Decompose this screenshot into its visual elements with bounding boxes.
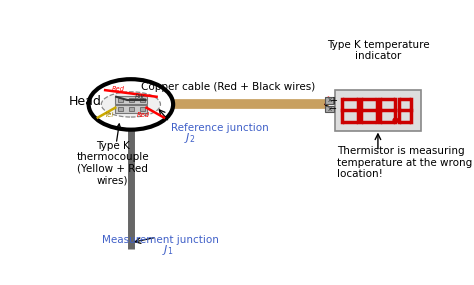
Text: Red: Red [111, 86, 125, 92]
Bar [118, 98, 123, 102]
Text: Yel: Yel [104, 112, 113, 118]
Text: Head: Head [68, 95, 101, 108]
Text: Red: Red [137, 112, 150, 118]
Text: Type K
thermocouple
(Yellow + Red
wires): Type K thermocouple (Yellow + Red wires) [76, 141, 149, 186]
Circle shape [89, 79, 173, 130]
FancyBboxPatch shape [325, 106, 334, 112]
FancyBboxPatch shape [325, 97, 334, 103]
Text: Type K temperature
indicator: Type K temperature indicator [327, 40, 429, 61]
Text: Blk: Blk [135, 94, 145, 100]
Bar [129, 107, 134, 111]
Text: $J_1$: $J_1$ [162, 243, 173, 257]
Bar [140, 107, 145, 111]
FancyBboxPatch shape [335, 90, 421, 131]
Bar [140, 98, 145, 102]
Bar [118, 107, 123, 111]
Text: Thermistor is measuring
temperature at the wrong
location!: Thermistor is measuring temperature at t… [337, 146, 472, 179]
Text: Reference junction: Reference junction [171, 123, 269, 133]
Text: $J_2$: $J_2$ [184, 131, 195, 145]
Text: x: x [328, 106, 332, 112]
Ellipse shape [101, 92, 161, 117]
Text: +: + [329, 96, 337, 106]
Text: Measurement junction: Measurement junction [102, 235, 219, 245]
FancyBboxPatch shape [115, 96, 147, 104]
FancyBboxPatch shape [115, 105, 147, 113]
Text: Copper cable (Red + Black wires): Copper cable (Red + Black wires) [141, 82, 315, 92]
Text: x: x [328, 97, 332, 103]
Text: −: − [329, 103, 337, 114]
Bar [129, 98, 134, 102]
